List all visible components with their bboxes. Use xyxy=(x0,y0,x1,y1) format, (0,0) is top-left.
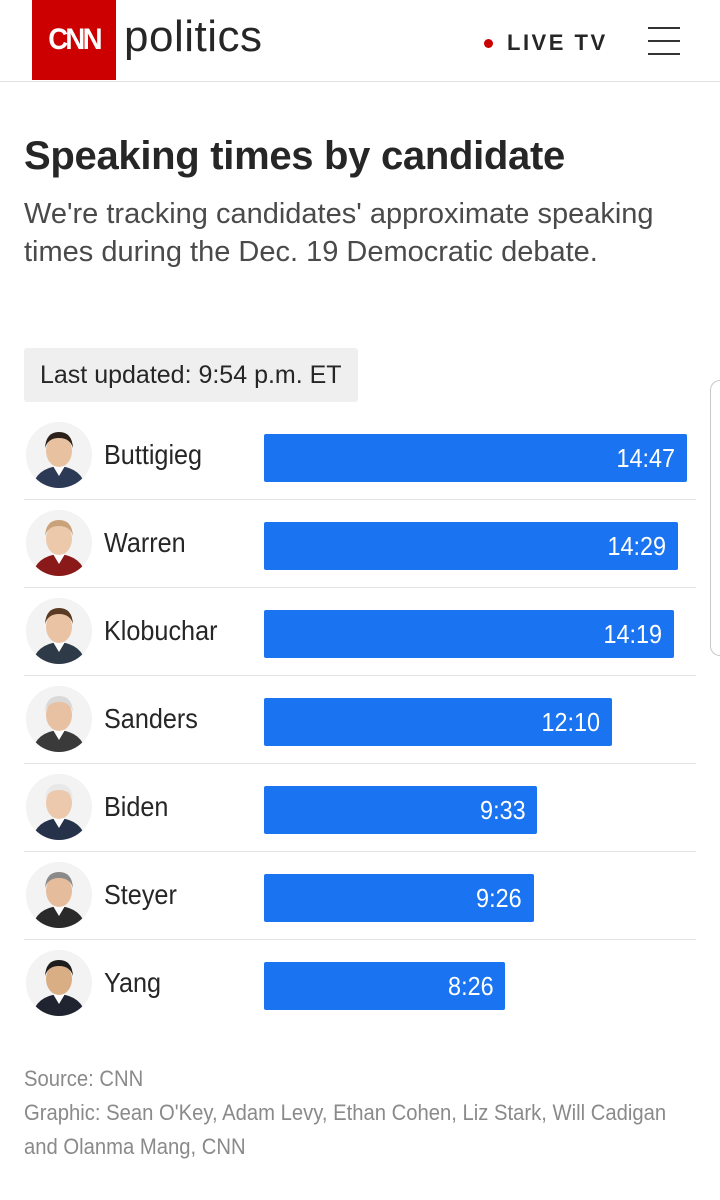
live-tv-label: LIVE TV xyxy=(507,30,608,55)
candidate-name: Steyer xyxy=(104,879,177,910)
candidate-name: Warren xyxy=(104,527,186,558)
speaking-time-bar: 14:47 xyxy=(264,434,687,482)
candidate-name: Buttigieg xyxy=(104,439,203,470)
candidate-avatar xyxy=(26,510,92,576)
candidate-row: Klobuchar 14:19 xyxy=(24,588,696,676)
candidate-avatar xyxy=(26,774,92,840)
candidate-name: Klobuchar xyxy=(104,615,218,646)
site-header: CNN politics LIVE TV xyxy=(0,0,720,82)
speaking-time-bar: 8:26 xyxy=(264,962,506,1010)
candidate-row: Steyer 9:26 xyxy=(24,852,696,940)
candidate-row: Biden 9:33 xyxy=(24,764,696,852)
hamburger-menu-icon[interactable] xyxy=(648,27,680,55)
speaking-time-label: 9:33 xyxy=(479,795,526,825)
speaking-time-label: 14:47 xyxy=(616,443,675,473)
candidate-name: Sanders xyxy=(104,703,198,734)
speaking-time-label: 8:26 xyxy=(447,971,494,1001)
source-text: Source: CNN xyxy=(24,1066,144,1091)
speaking-time-label: 14:29 xyxy=(607,531,667,561)
live-tv-link[interactable]: LIVE TV xyxy=(484,30,608,56)
speaking-time-label: 9:26 xyxy=(476,883,522,913)
cnn-logo[interactable]: CNN xyxy=(32,0,116,80)
speaking-time-bar: 14:29 xyxy=(264,522,679,570)
speaking-time-bar: 9:26 xyxy=(264,874,534,922)
speaking-time-bar: 14:19 xyxy=(264,610,674,658)
scroll-handle[interactable] xyxy=(710,380,720,656)
last-updated-badge: Last updated: 9:54 p.m. ET xyxy=(24,348,358,402)
live-dot-icon xyxy=(484,38,493,48)
candidate-avatar xyxy=(26,950,92,1016)
candidate-row: Buttigieg 14:47 xyxy=(24,412,696,500)
candidate-row: Yang 8:26 xyxy=(24,940,696,1028)
candidate-name: Biden xyxy=(104,791,169,822)
page-title: Speaking times by candidate xyxy=(24,134,565,178)
section-name[interactable]: politics xyxy=(124,12,263,61)
last-updated-text: Last updated: 9:54 p.m. ET xyxy=(40,360,342,389)
candidate-name: Yang xyxy=(104,967,161,998)
speaking-time-label: 14:19 xyxy=(603,619,662,649)
candidate-avatar xyxy=(26,686,92,752)
candidate-avatar xyxy=(26,422,92,488)
credits: Source: CNN Graphic: Sean O'Key, Adam Le… xyxy=(24,1062,705,1164)
cnn-logo-text: CNN xyxy=(48,23,102,56)
page-subtitle: We're tracking candidates' approximate s… xyxy=(24,198,654,268)
speaking-time-bar: 9:33 xyxy=(264,786,538,834)
graphic-credits-text: Graphic: Sean O'Key, Adam Levy, Ethan Co… xyxy=(24,1100,667,1159)
speaking-time-label: 12:10 xyxy=(541,707,601,737)
candidate-row: Warren 14:29 xyxy=(24,500,696,588)
candidate-avatar xyxy=(26,862,92,928)
candidate-row: Sanders 12:10 xyxy=(24,676,696,764)
candidate-avatar xyxy=(26,598,92,664)
speaking-time-bar: 12:10 xyxy=(264,698,613,746)
